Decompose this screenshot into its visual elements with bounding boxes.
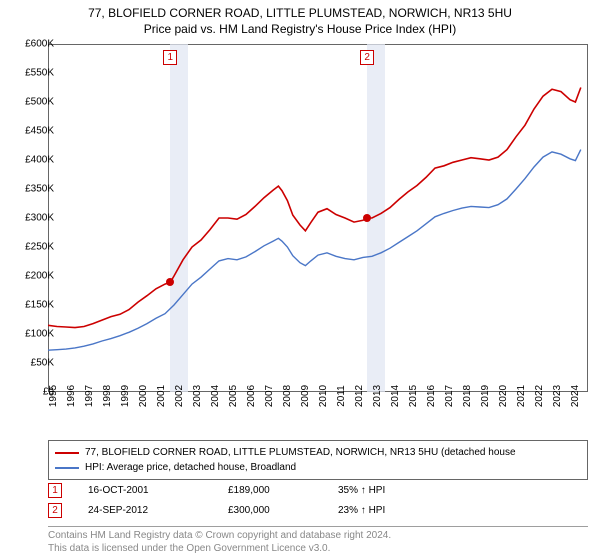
x-axis-label: 2000 — [138, 385, 149, 407]
x-axis-label: 2016 — [426, 385, 437, 407]
x-axis-label: 2017 — [444, 385, 455, 407]
series-hpi — [48, 150, 581, 351]
sale-diff: 23% ↑ HPI — [338, 505, 448, 516]
y-axis-label: £300K — [25, 213, 54, 224]
y-axis-label: £100K — [25, 329, 54, 340]
y-axis-label: £400K — [25, 155, 54, 166]
x-axis-label: 2003 — [192, 385, 203, 407]
x-axis-label: 2024 — [570, 385, 581, 407]
x-axis-label: 1996 — [66, 385, 77, 407]
legend-swatch — [55, 467, 79, 469]
chart-title-line2: Price paid vs. HM Land Registry's House … — [0, 20, 600, 36]
sale-marker-2: 2 — [48, 503, 62, 518]
legend-box: 77, BLOFIELD CORNER ROAD, LITTLE PLUMSTE… — [48, 440, 588, 480]
x-axis-label: 2012 — [354, 385, 365, 407]
sale-date: 24-SEP-2012 — [88, 505, 228, 516]
y-axis-label: £550K — [25, 68, 54, 79]
legend-item-hpi: HPI: Average price, detached house, Broa… — [55, 460, 581, 475]
y-axis-label: £200K — [25, 271, 54, 282]
legend-label: HPI: Average price, detached house, Broa… — [85, 460, 296, 475]
x-axis-label: 1998 — [102, 385, 113, 407]
x-axis-label: 2022 — [534, 385, 545, 407]
line-chart-svg — [48, 44, 588, 392]
chart-title-line1: 77, BLOFIELD CORNER ROAD, LITTLE PLUMSTE… — [0, 0, 600, 20]
x-axis-label: 2008 — [282, 385, 293, 407]
sale-dot — [363, 214, 371, 222]
x-axis-label: 2005 — [228, 385, 239, 407]
x-axis-label: 2004 — [210, 385, 221, 407]
y-axis-label: £150K — [25, 300, 54, 311]
legend-label: 77, BLOFIELD CORNER ROAD, LITTLE PLUMSTE… — [85, 445, 516, 460]
attribution-box: Contains HM Land Registry data © Crown c… — [48, 526, 588, 555]
x-axis-label: 2023 — [552, 385, 563, 407]
sale-dot — [166, 278, 174, 286]
sale-marker-1: 1 — [48, 483, 62, 498]
y-axis-label: £500K — [25, 97, 54, 108]
sale-diff: 35% ↑ HPI — [338, 485, 448, 496]
y-axis-label: £600K — [25, 39, 54, 50]
y-axis-label: £250K — [25, 242, 54, 253]
x-axis-label: 2006 — [246, 385, 257, 407]
x-axis-label: 2014 — [390, 385, 401, 407]
x-axis-label: 2002 — [174, 385, 185, 407]
sale-date: 16-OCT-2001 — [88, 485, 228, 496]
x-axis-label: 2001 — [156, 385, 167, 407]
legend-item-price-paid: 77, BLOFIELD CORNER ROAD, LITTLE PLUMSTE… — [55, 445, 581, 460]
x-axis-label: 2011 — [336, 385, 347, 407]
y-axis-label: £50K — [31, 358, 54, 369]
x-axis-label: 1999 — [120, 385, 131, 407]
sale-marker-box: 1 — [163, 50, 177, 65]
x-axis-label: 2020 — [498, 385, 509, 407]
x-axis-label: 2009 — [300, 385, 311, 407]
x-axis-label: 2007 — [264, 385, 275, 407]
x-axis-label: 2015 — [408, 385, 419, 407]
sale-price: £189,000 — [228, 485, 338, 496]
sales-table: 1 16-OCT-2001 £189,000 35% ↑ HPI 2 24-SE… — [48, 480, 588, 520]
y-axis-label: £450K — [25, 126, 54, 137]
attribution-line1: Contains HM Land Registry data © Crown c… — [48, 530, 588, 543]
x-axis-label: 2010 — [318, 385, 329, 407]
attribution-line2: This data is licensed under the Open Gov… — [48, 543, 588, 556]
x-axis-label: 2019 — [480, 385, 491, 407]
chart-container: 77, BLOFIELD CORNER ROAD, LITTLE PLUMSTE… — [0, 0, 600, 560]
x-axis-label: 2013 — [372, 385, 383, 407]
x-axis-label: 1995 — [48, 385, 59, 407]
x-axis-label: 2021 — [516, 385, 527, 407]
series-price_paid — [48, 88, 581, 328]
plot-area: 12 — [48, 44, 588, 392]
legend-swatch — [55, 452, 79, 454]
sale-marker-box: 2 — [360, 50, 374, 65]
sale-row: 2 24-SEP-2012 £300,000 23% ↑ HPI — [48, 500, 588, 520]
sale-row: 1 16-OCT-2001 £189,000 35% ↑ HPI — [48, 480, 588, 500]
x-axis-label: 2018 — [462, 385, 473, 407]
y-axis-label: £350K — [25, 184, 54, 195]
sale-price: £300,000 — [228, 505, 338, 516]
x-axis-label: 1997 — [84, 385, 95, 407]
